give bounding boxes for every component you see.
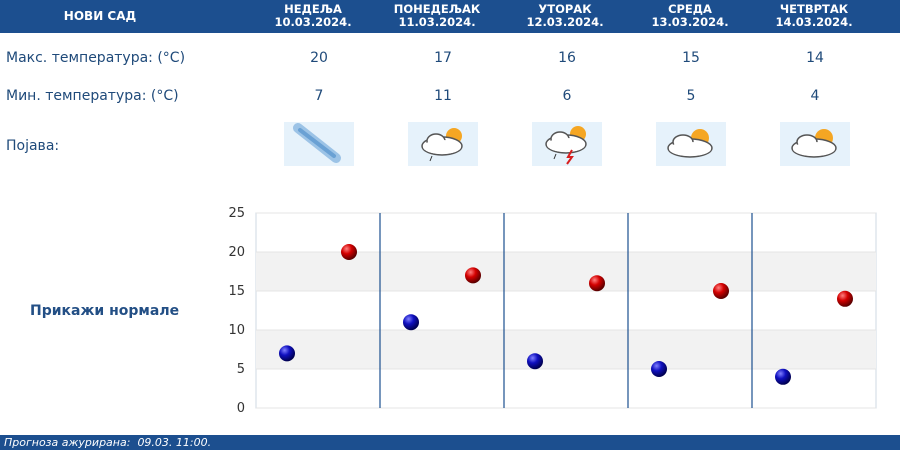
day-name: НЕДЕЉА [284,2,342,16]
updated-label: Прогноза ажурирана: [4,436,131,449]
partly-cloudy-thunderstorm-icon [532,122,602,166]
day-date: 13.03.2024. [651,15,729,29]
min-temp-point[interactable] [527,353,543,370]
min-temp-point[interactable] [651,361,667,377]
partly-cloudy-icon [656,122,726,166]
day-date: 14.03.2024. [775,15,853,29]
y-tick-label: 5 [236,362,245,377]
forecast-header: НОВИ САД НЕДЕЉА 10.03.2024. ПОНЕДЕЉАК 11… [0,0,900,33]
day-header-3: УТОРАК 12.03.2024. [510,3,620,29]
day-header-4: СРЕДА 13.03.2024. [635,3,745,29]
day-name: УТОРАК [538,2,592,16]
city-name: НОВИ САД [63,9,137,23]
min-temp-value-2: 11 [434,88,452,104]
grid-band [256,330,876,369]
max-temp-point[interactable] [341,244,357,260]
y-tick-label: 25 [228,206,245,221]
max-temp-value-4: 15 [682,50,700,66]
min-temp-value-1: 7 [314,88,324,104]
grid-band [256,252,876,291]
day-header-2: ПОНЕДЕЉАК 11.03.2024. [382,3,492,29]
day-name: СРЕДА [668,2,712,16]
max-temp-value-3: 16 [558,50,576,66]
partly-cloudy-icon [780,122,850,166]
snow-shower-icon [284,122,354,166]
day-date: 10.03.2024. [274,15,352,29]
max-temp-value-2: 17 [434,50,452,66]
min-temp-point[interactable] [775,368,791,385]
forecast-updated-footer: Прогноза ажурирана: 09.03. 11:00. [0,435,900,450]
min-temp-value-5: 4 [810,88,820,104]
updated-time: 09.03. 11:00. [137,436,212,449]
day-header-1: НЕДЕЉА 10.03.2024. [258,3,368,29]
min-temp-point[interactable] [279,345,295,362]
day-date: 12.03.2024. [526,15,604,29]
max-temp-point[interactable] [837,290,853,307]
partly-cloudy-light-rain-icon [408,122,478,166]
max-temp-value-1: 20 [310,50,328,66]
day-date: 11.03.2024. [398,15,476,29]
min-temp-label: Мин. температура: (°C) [6,88,179,104]
min-temp-point[interactable] [403,314,419,331]
max-temp-value-5: 14 [806,50,824,66]
max-temp-point[interactable] [589,275,605,292]
phenomenon-label: Појава: [6,138,60,154]
y-tick-label: 0 [236,401,245,416]
y-tick-label: 15 [228,284,245,299]
show-normals-link[interactable]: Прикажи нормале [30,303,180,319]
day-name: ЧЕТВРТАК [779,2,849,16]
day-name: ПОНЕДЕЉАК [393,2,481,16]
max-temp-point[interactable] [713,283,729,299]
day-header-5: ЧЕТВРТАК 14.03.2024. [759,3,869,29]
y-tick-label: 10 [228,323,245,338]
max-temp-point[interactable] [465,267,481,284]
min-temp-value-4: 5 [686,88,696,104]
max-temp-label: Макс. температура: (°C) [6,50,186,66]
chart-plot-area [255,212,877,409]
y-tick-label: 20 [228,245,245,260]
min-temp-value-3: 6 [562,88,572,104]
